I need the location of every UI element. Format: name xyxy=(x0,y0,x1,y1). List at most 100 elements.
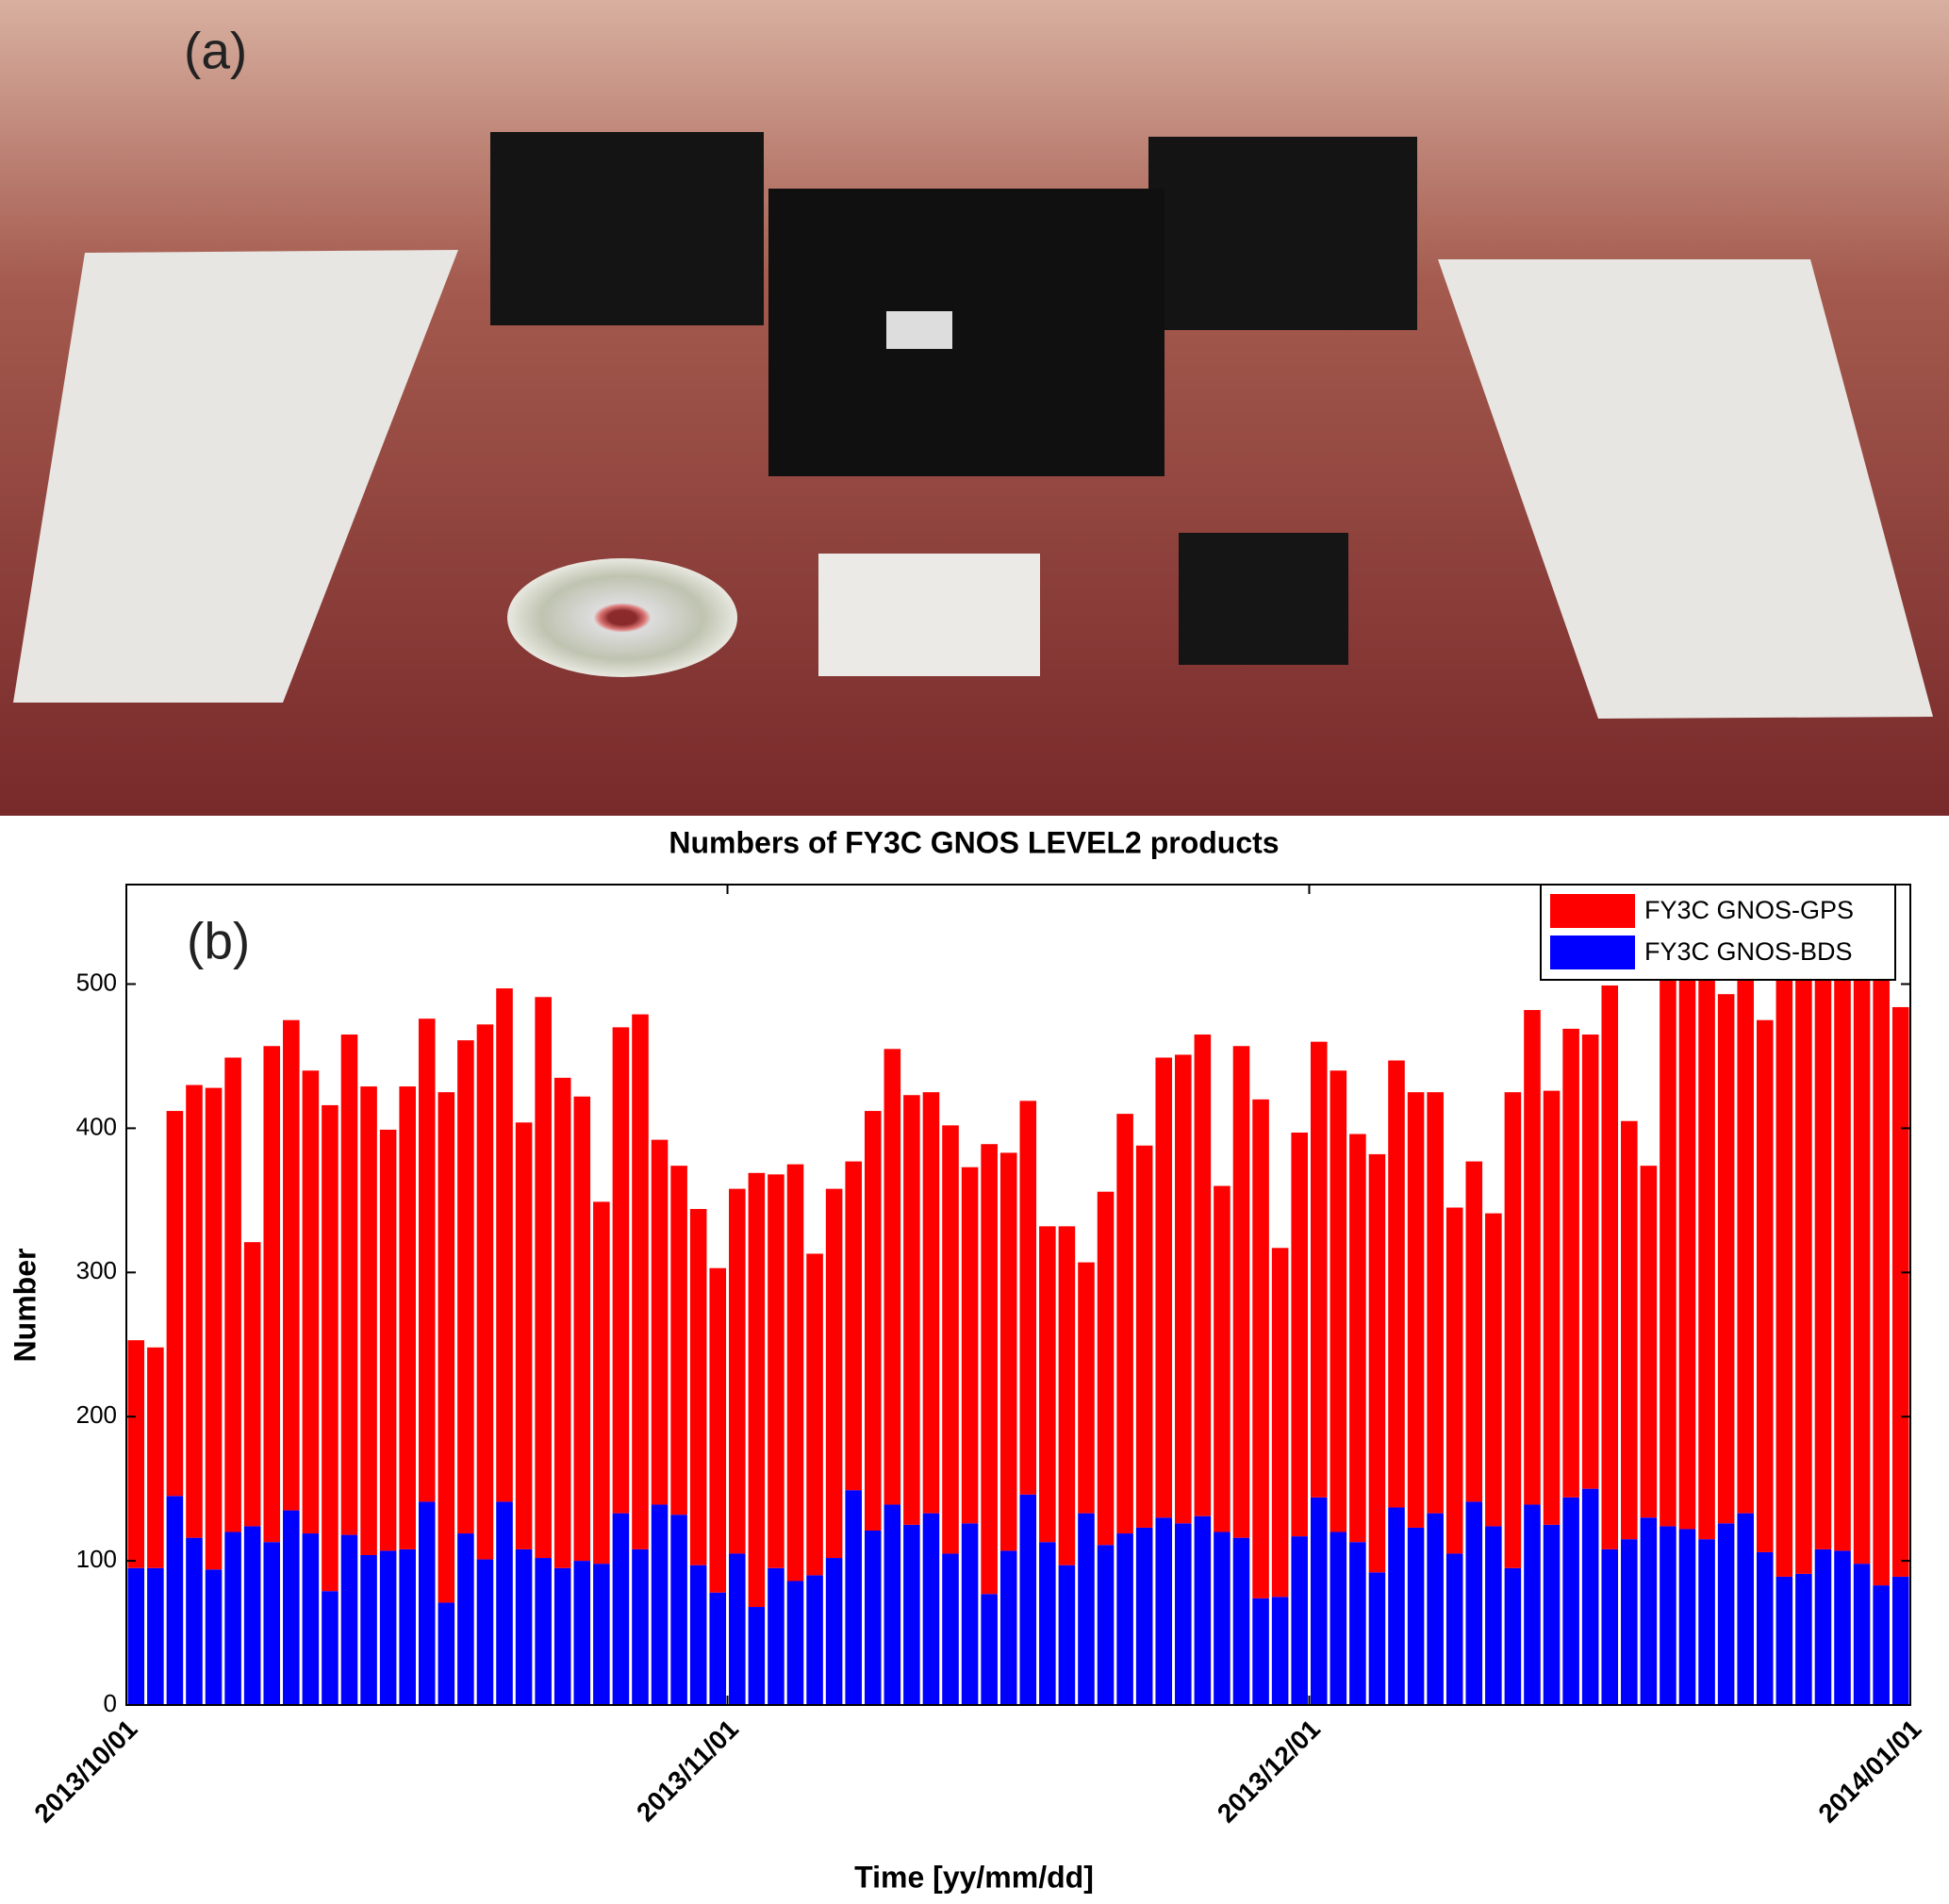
bar-segment xyxy=(360,1086,377,1555)
bar-segment xyxy=(1524,1010,1541,1505)
y-tick-label: 300 xyxy=(76,1256,117,1284)
bar-segment xyxy=(651,1139,669,1505)
bar-segment xyxy=(166,1496,184,1705)
bar-segment xyxy=(689,1209,707,1565)
bar-segment xyxy=(864,1111,882,1531)
bar-segment xyxy=(1232,1537,1250,1705)
bar-segment xyxy=(689,1565,707,1705)
bar-segment xyxy=(651,1504,669,1705)
bar-segment xyxy=(864,1530,882,1705)
bar-segment xyxy=(593,1201,610,1565)
bar-segment xyxy=(825,1188,843,1559)
bar-segment xyxy=(1640,1166,1658,1518)
panel-left xyxy=(13,250,458,703)
bar-segment xyxy=(553,1077,571,1568)
bar-segment xyxy=(224,1057,241,1532)
bar-segment xyxy=(1214,1531,1231,1705)
bar-segment xyxy=(205,1569,223,1705)
bar-segment xyxy=(263,1046,281,1543)
bar-segment xyxy=(670,1166,687,1515)
bar-segment xyxy=(1873,969,1890,1586)
unit-center xyxy=(768,189,1164,476)
y-tick-label: 0 xyxy=(104,1689,117,1717)
bar-segment xyxy=(903,1095,920,1525)
bar-segment xyxy=(1601,985,1619,1549)
bar-segment xyxy=(573,1096,591,1562)
bar-segment xyxy=(786,1581,804,1705)
bar-segment xyxy=(1485,1526,1502,1705)
bar-segment xyxy=(999,1152,1017,1551)
bar-segment xyxy=(1737,1513,1754,1705)
y-tick-label: 400 xyxy=(76,1112,117,1140)
bar-segment xyxy=(1698,969,1715,1540)
bar-segment xyxy=(379,1550,397,1705)
bar-segment xyxy=(1252,1099,1269,1598)
bar-segment xyxy=(1562,1028,1579,1498)
bar-segment xyxy=(1621,1539,1638,1705)
bar-segment xyxy=(1078,1513,1095,1705)
bar-segment xyxy=(1349,1134,1366,1543)
plot-frame xyxy=(125,884,1911,1706)
bar-segment xyxy=(1271,1248,1289,1598)
bar-segment xyxy=(379,1129,397,1551)
bar-segment xyxy=(147,1567,164,1705)
y-tick-label: 100 xyxy=(76,1545,117,1573)
bar-segment xyxy=(1543,1090,1561,1525)
bar-segment xyxy=(243,1242,261,1527)
bar-segment xyxy=(1717,1523,1735,1705)
bar-segment xyxy=(1621,1120,1638,1540)
bar-segment xyxy=(632,1014,649,1549)
bar-segment xyxy=(786,1164,804,1581)
bar-segment xyxy=(768,1174,785,1568)
bar-segment xyxy=(476,1559,494,1705)
bar-segment xyxy=(845,1490,862,1705)
bar-segment xyxy=(1698,1539,1715,1705)
bar-segment xyxy=(825,1558,843,1705)
bar-segment xyxy=(1873,1585,1890,1705)
bar-segment xyxy=(729,1188,746,1554)
photo: (a) xyxy=(0,0,1949,816)
bar-segment xyxy=(1116,1114,1133,1534)
bar-segment xyxy=(553,1567,571,1705)
bar-segment xyxy=(748,1607,766,1705)
bar-segment xyxy=(922,1513,940,1705)
bar-segment xyxy=(1795,940,1812,1574)
bar-segment xyxy=(1853,940,1871,1565)
bar-segment xyxy=(1135,1145,1153,1528)
bar-segment xyxy=(1214,1185,1231,1532)
bar-segment xyxy=(457,1040,474,1534)
bar-segment xyxy=(515,1122,533,1549)
bar-segment xyxy=(1427,1513,1444,1705)
bar-segment xyxy=(1756,1551,1774,1705)
bar-segment xyxy=(1349,1542,1366,1705)
bar-segment xyxy=(418,1501,436,1705)
bar-segment xyxy=(961,1167,979,1524)
bar-segment xyxy=(1252,1598,1269,1705)
bar-segment xyxy=(1776,926,1793,1577)
bar-segment xyxy=(438,1092,455,1603)
bar-segment xyxy=(884,1049,901,1505)
bar-segment xyxy=(127,1567,145,1705)
photo-label: (a) xyxy=(184,22,247,80)
bar-segment xyxy=(729,1553,746,1705)
bar-segment xyxy=(981,1144,998,1595)
bar-segment xyxy=(302,1070,320,1534)
bar-segment xyxy=(1330,1070,1347,1532)
bar-segment xyxy=(1717,994,1735,1524)
bar-segment xyxy=(1465,1161,1483,1502)
bar-segment xyxy=(1756,1019,1774,1552)
bar-segment xyxy=(1445,1553,1463,1705)
bar-segment xyxy=(1504,1567,1522,1705)
y-axis-label: Number xyxy=(8,1249,41,1363)
bar-segment xyxy=(1581,1488,1599,1705)
bar-segment xyxy=(438,1602,455,1705)
bar-segment xyxy=(1019,1101,1037,1495)
bar-segment xyxy=(1271,1597,1289,1705)
bar-segment xyxy=(942,1125,959,1554)
bar-segment xyxy=(1485,1213,1502,1527)
bar-segment xyxy=(1039,1226,1056,1543)
bar-segment xyxy=(535,1558,552,1705)
bar-segment xyxy=(1232,1046,1250,1538)
bar-segment xyxy=(1601,1548,1619,1705)
bar-segment xyxy=(1155,1057,1173,1518)
